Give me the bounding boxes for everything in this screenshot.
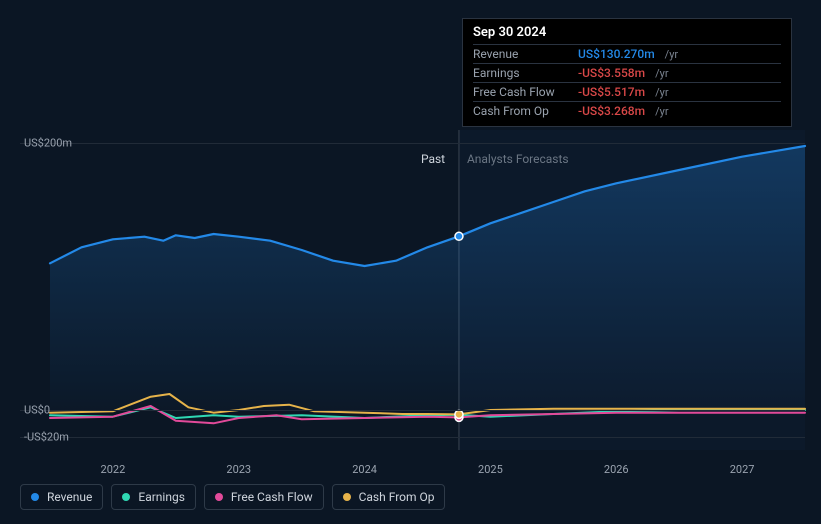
y-gridline [20, 143, 805, 144]
x-tick-label: 2026 [604, 463, 629, 476]
legend-item-label: Earnings [138, 490, 185, 504]
tooltip-row: Revenue US$130.270m/yr [473, 44, 781, 63]
legend-item-cash-from-op[interactable]: Cash From Op [332, 484, 446, 510]
legend-item-earnings[interactable]: Earnings [111, 484, 196, 510]
x-tick-label: 2025 [478, 463, 503, 476]
x-tick-label: 2027 [730, 463, 755, 476]
series-area-revenue [50, 146, 805, 410]
tooltip-row-unit: /yr [665, 48, 678, 61]
tooltip-row: Cash From Op -US$3.268m/yr [473, 101, 781, 120]
legend-dot-icon [343, 493, 351, 501]
legend-dot-icon [31, 493, 39, 501]
tooltip-title: Sep 30 2024 [473, 25, 781, 44]
y-tick-label: -US$20m [24, 430, 69, 443]
tooltip-row-unit: /yr [655, 86, 668, 99]
y-gridline [20, 410, 805, 411]
tooltip-row-value: US$130.270m [578, 47, 655, 61]
past-label: Past [421, 152, 445, 166]
forecast-label: Analysts Forecasts [467, 152, 569, 166]
tooltip-row-label: Revenue [473, 47, 568, 61]
y-gridline [20, 437, 805, 438]
legend-item-revenue[interactable]: Revenue [20, 484, 103, 510]
tooltip-row: Earnings -US$3.558m/yr [473, 63, 781, 82]
y-tick-label: US$0 [24, 404, 50, 417]
legend-dot-icon [215, 493, 223, 501]
tooltip-row-label: Earnings [473, 66, 568, 80]
tooltip-row-unit: /yr [655, 105, 668, 118]
legend: Revenue Earnings Free Cash Flow Cash From O… [20, 484, 445, 510]
tooltip-row: Free Cash Flow -US$5.517m/yr [473, 82, 781, 101]
legend-dot-icon [122, 493, 130, 501]
tooltip-row-value: -US$3.558m [578, 66, 645, 80]
legend-item-label: Revenue [47, 490, 92, 504]
tooltip-row-value: -US$5.517m [578, 85, 645, 99]
legend-item-label: Free Cash Flow [231, 490, 313, 504]
x-tick-label: 2023 [226, 463, 251, 476]
tooltip-row-unit: /yr [655, 67, 668, 80]
x-tick-label: 2022 [101, 463, 126, 476]
legend-item-free-cash-flow[interactable]: Free Cash Flow [204, 484, 324, 510]
y-tick-label: US$200m [24, 137, 72, 150]
tooltip-row-value: -US$3.268m [578, 104, 645, 118]
x-tick-label: 2024 [352, 463, 377, 476]
chart-plot: US$200mUS$0-US$20m2022202320242025202620… [20, 130, 805, 454]
hover-tooltip: Sep 30 2024 RevenueUS$130.270m/yrEarning… [462, 18, 792, 127]
marker-revenue [455, 232, 463, 240]
tooltip-row-label: Free Cash Flow [473, 85, 568, 99]
legend-item-label: Cash From Op [359, 490, 435, 504]
marker-cash_op [455, 410, 463, 418]
chart-svg [20, 130, 805, 450]
tooltip-row-label: Cash From Op [473, 104, 568, 118]
